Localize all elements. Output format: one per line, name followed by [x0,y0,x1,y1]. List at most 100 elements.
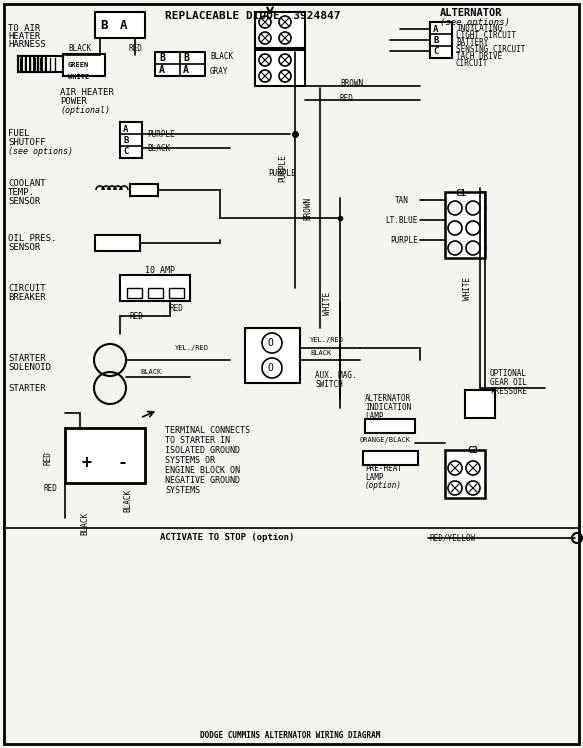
Text: C: C [433,46,438,55]
Text: ALTERNATOR: ALTERNATOR [365,393,411,402]
Text: YEL./RED: YEL./RED [175,345,209,351]
Text: B: B [183,53,189,63]
Text: SYSTEMS OR: SYSTEMS OR [165,456,215,465]
Bar [255,50,305,86]
Text: BLACK: BLACK [147,144,170,153]
Text: TERMINAL CONNECTS: TERMINAL CONNECTS [165,426,250,435]
Text: RED: RED [170,304,184,313]
Bar [65,428,145,483]
Text: AUX. MAG.: AUX. MAG. [315,370,357,379]
Text: GEAR OIL: GEAR OIL [490,378,527,387]
Text: SYSTEMS: SYSTEMS [165,485,200,494]
Text: C: C [123,147,128,156]
Bar [95,235,140,251]
Text: TO AIR: TO AIR [8,23,40,32]
Text: PRE-HEAT: PRE-HEAT [365,464,402,473]
Text: WHITE: WHITE [463,277,472,299]
Text: OIL PRES.: OIL PRES. [8,233,57,242]
Text: NEGATIVE GROUND: NEGATIVE GROUND [165,476,240,485]
Text: RED: RED [128,43,142,52]
Bar [255,12,305,48]
Bar [148,288,163,298]
Text: A: A [120,19,128,31]
Text: LAMP: LAMP [365,411,384,420]
Text: BATTERY: BATTERY [456,37,489,46]
Text: BROWN: BROWN [340,79,363,88]
Text: PURPLE: PURPLE [279,154,287,182]
Text: BREAKER: BREAKER [8,292,45,301]
Bar [120,122,142,158]
Text: LAMP: LAMP [365,473,384,482]
Text: STARTER: STARTER [8,354,45,363]
Text: TACH DRIVE: TACH DRIVE [456,52,502,61]
Text: 10 AMP: 10 AMP [145,266,175,275]
Text: REPLACEABLE DIODE  3924847: REPLACEABLE DIODE 3924847 [165,11,340,21]
Text: INDICATION: INDICATION [365,402,411,411]
Text: SENSING CIRCUIT: SENSING CIRCUIT [456,44,525,54]
Text: AIR HEATER: AIR HEATER [60,88,114,96]
Text: HEATER: HEATER [8,31,40,40]
Text: A: A [433,25,438,34]
Text: A: A [159,65,165,75]
Text: LT.BLUE: LT.BLUE [385,215,417,224]
Bar [445,192,485,258]
Text: A: A [123,124,128,133]
Bar [95,12,145,38]
Text: TO STARTER IN: TO STARTER IN [165,435,230,444]
Text: (optional): (optional) [60,105,110,114]
Text: RED: RED [43,483,57,492]
Text: COOLANT: COOLANT [8,179,45,188]
Text: ISOLATED GROUND: ISOLATED GROUND [165,446,240,455]
Text: B: B [123,135,128,144]
Bar [465,390,495,418]
Text: PURPLE: PURPLE [390,236,418,245]
Text: PURPLE: PURPLE [147,129,175,138]
Bar [365,419,415,433]
Text: OPTIONAL: OPTIONAL [490,369,527,378]
Text: RED: RED [340,94,354,102]
Bar [127,288,142,298]
Bar [18,56,63,72]
Text: LIGHT CIRCUIT: LIGHT CIRCUIT [456,31,516,40]
Text: ORANGE/BLACK: ORANGE/BLACK [360,437,411,443]
Text: B: B [159,53,165,63]
Text: BLACK: BLACK [210,52,233,61]
Text: SOLENOID: SOLENOID [8,363,51,372]
Text: C2: C2 [467,446,477,455]
Text: WHITE: WHITE [68,74,89,80]
Text: SENSOR: SENSOR [8,242,40,251]
Text: WHITE: WHITE [324,292,332,315]
Text: INDICATING: INDICATING [456,23,502,32]
Text: RED: RED [130,311,144,320]
Bar [245,328,300,383]
Bar [130,184,158,196]
Text: RED: RED [44,451,52,465]
Text: STARTER: STARTER [8,384,45,393]
Bar [169,288,184,298]
Text: B: B [433,35,438,44]
Text: HARNESS: HARNESS [8,40,45,49]
Text: GREEN: GREEN [68,62,89,68]
Text: -: - [117,454,127,472]
Text: ACTIVATE TO STOP (option): ACTIVATE TO STOP (option) [160,533,294,542]
Text: RED/YELLOW: RED/YELLOW [430,533,476,542]
Text: BLACK: BLACK [68,43,92,52]
Bar [63,54,105,76]
Text: TAN: TAN [395,195,409,204]
Text: (option): (option) [365,480,402,489]
Text: TEMP.: TEMP. [8,188,35,197]
Text: PURPLE: PURPLE [268,168,296,177]
Bar [155,52,205,76]
Bar [430,22,452,58]
Text: C1: C1 [455,188,466,197]
Text: (see options): (see options) [440,17,510,26]
Text: DODGE CUMMINS ALTERNATOR WIRING DIAGRAM: DODGE CUMMINS ALTERNATOR WIRING DIAGRAM [200,731,380,740]
Text: POWER: POWER [60,96,87,105]
Text: (see options): (see options) [8,147,73,156]
Text: BLACK: BLACK [80,512,90,535]
Text: B: B [100,19,107,31]
Text: ALTERNATOR: ALTERNATOR [440,8,503,18]
Text: YEL./RED: YEL./RED [310,337,344,343]
Text: +: + [82,454,92,472]
Text: BROWN: BROWN [304,197,312,220]
